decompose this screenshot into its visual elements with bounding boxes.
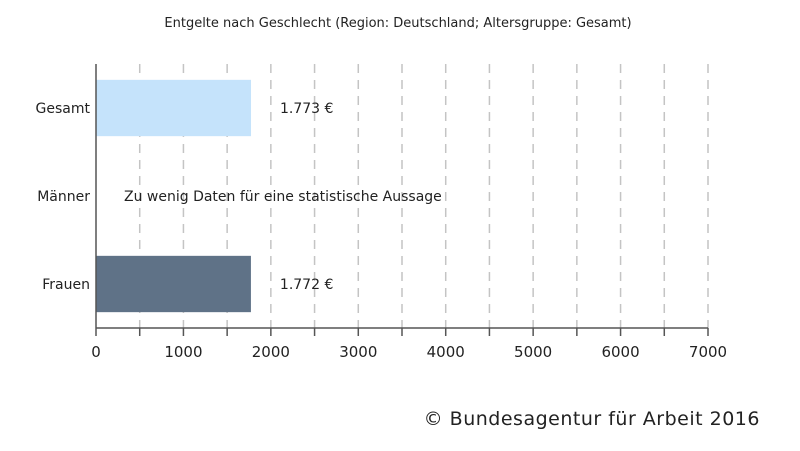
chart-title: Entgelte nach Geschlecht (Region: Deutsc… xyxy=(164,16,631,31)
bar xyxy=(96,255,251,313)
category-label: Männer xyxy=(37,189,90,205)
no-data-annotation: Zu wenig Daten für eine statistische Aus… xyxy=(124,189,442,205)
x-tick-label: 2000 xyxy=(252,343,290,361)
category-labels: Gesamt 1.773 € Männer Zu wenig Daten für ei… xyxy=(36,101,442,293)
x-tick-label: 4000 xyxy=(427,343,465,361)
data-label: 1.773 € xyxy=(280,101,333,117)
x-axis: 0 1000 2000 3000 4000 5000 6000 7000 xyxy=(91,64,727,361)
x-tick-label: 0 xyxy=(91,343,101,361)
grid-lines xyxy=(138,64,709,328)
category-label: Frauen xyxy=(42,277,90,293)
x-tick-label: 3000 xyxy=(339,343,377,361)
x-tick-label: 1000 xyxy=(164,343,202,361)
x-tick-label: 5000 xyxy=(514,343,552,361)
data-label: 1.772 € xyxy=(280,277,333,293)
category-label: Gesamt xyxy=(36,101,91,117)
bar xyxy=(96,79,252,137)
x-tick-label: 7000 xyxy=(689,343,727,361)
bars xyxy=(96,79,252,313)
x-tick-label: 6000 xyxy=(601,343,639,361)
copyright-credit: © Bundesagentur für Arbeit 2016 xyxy=(423,408,760,430)
